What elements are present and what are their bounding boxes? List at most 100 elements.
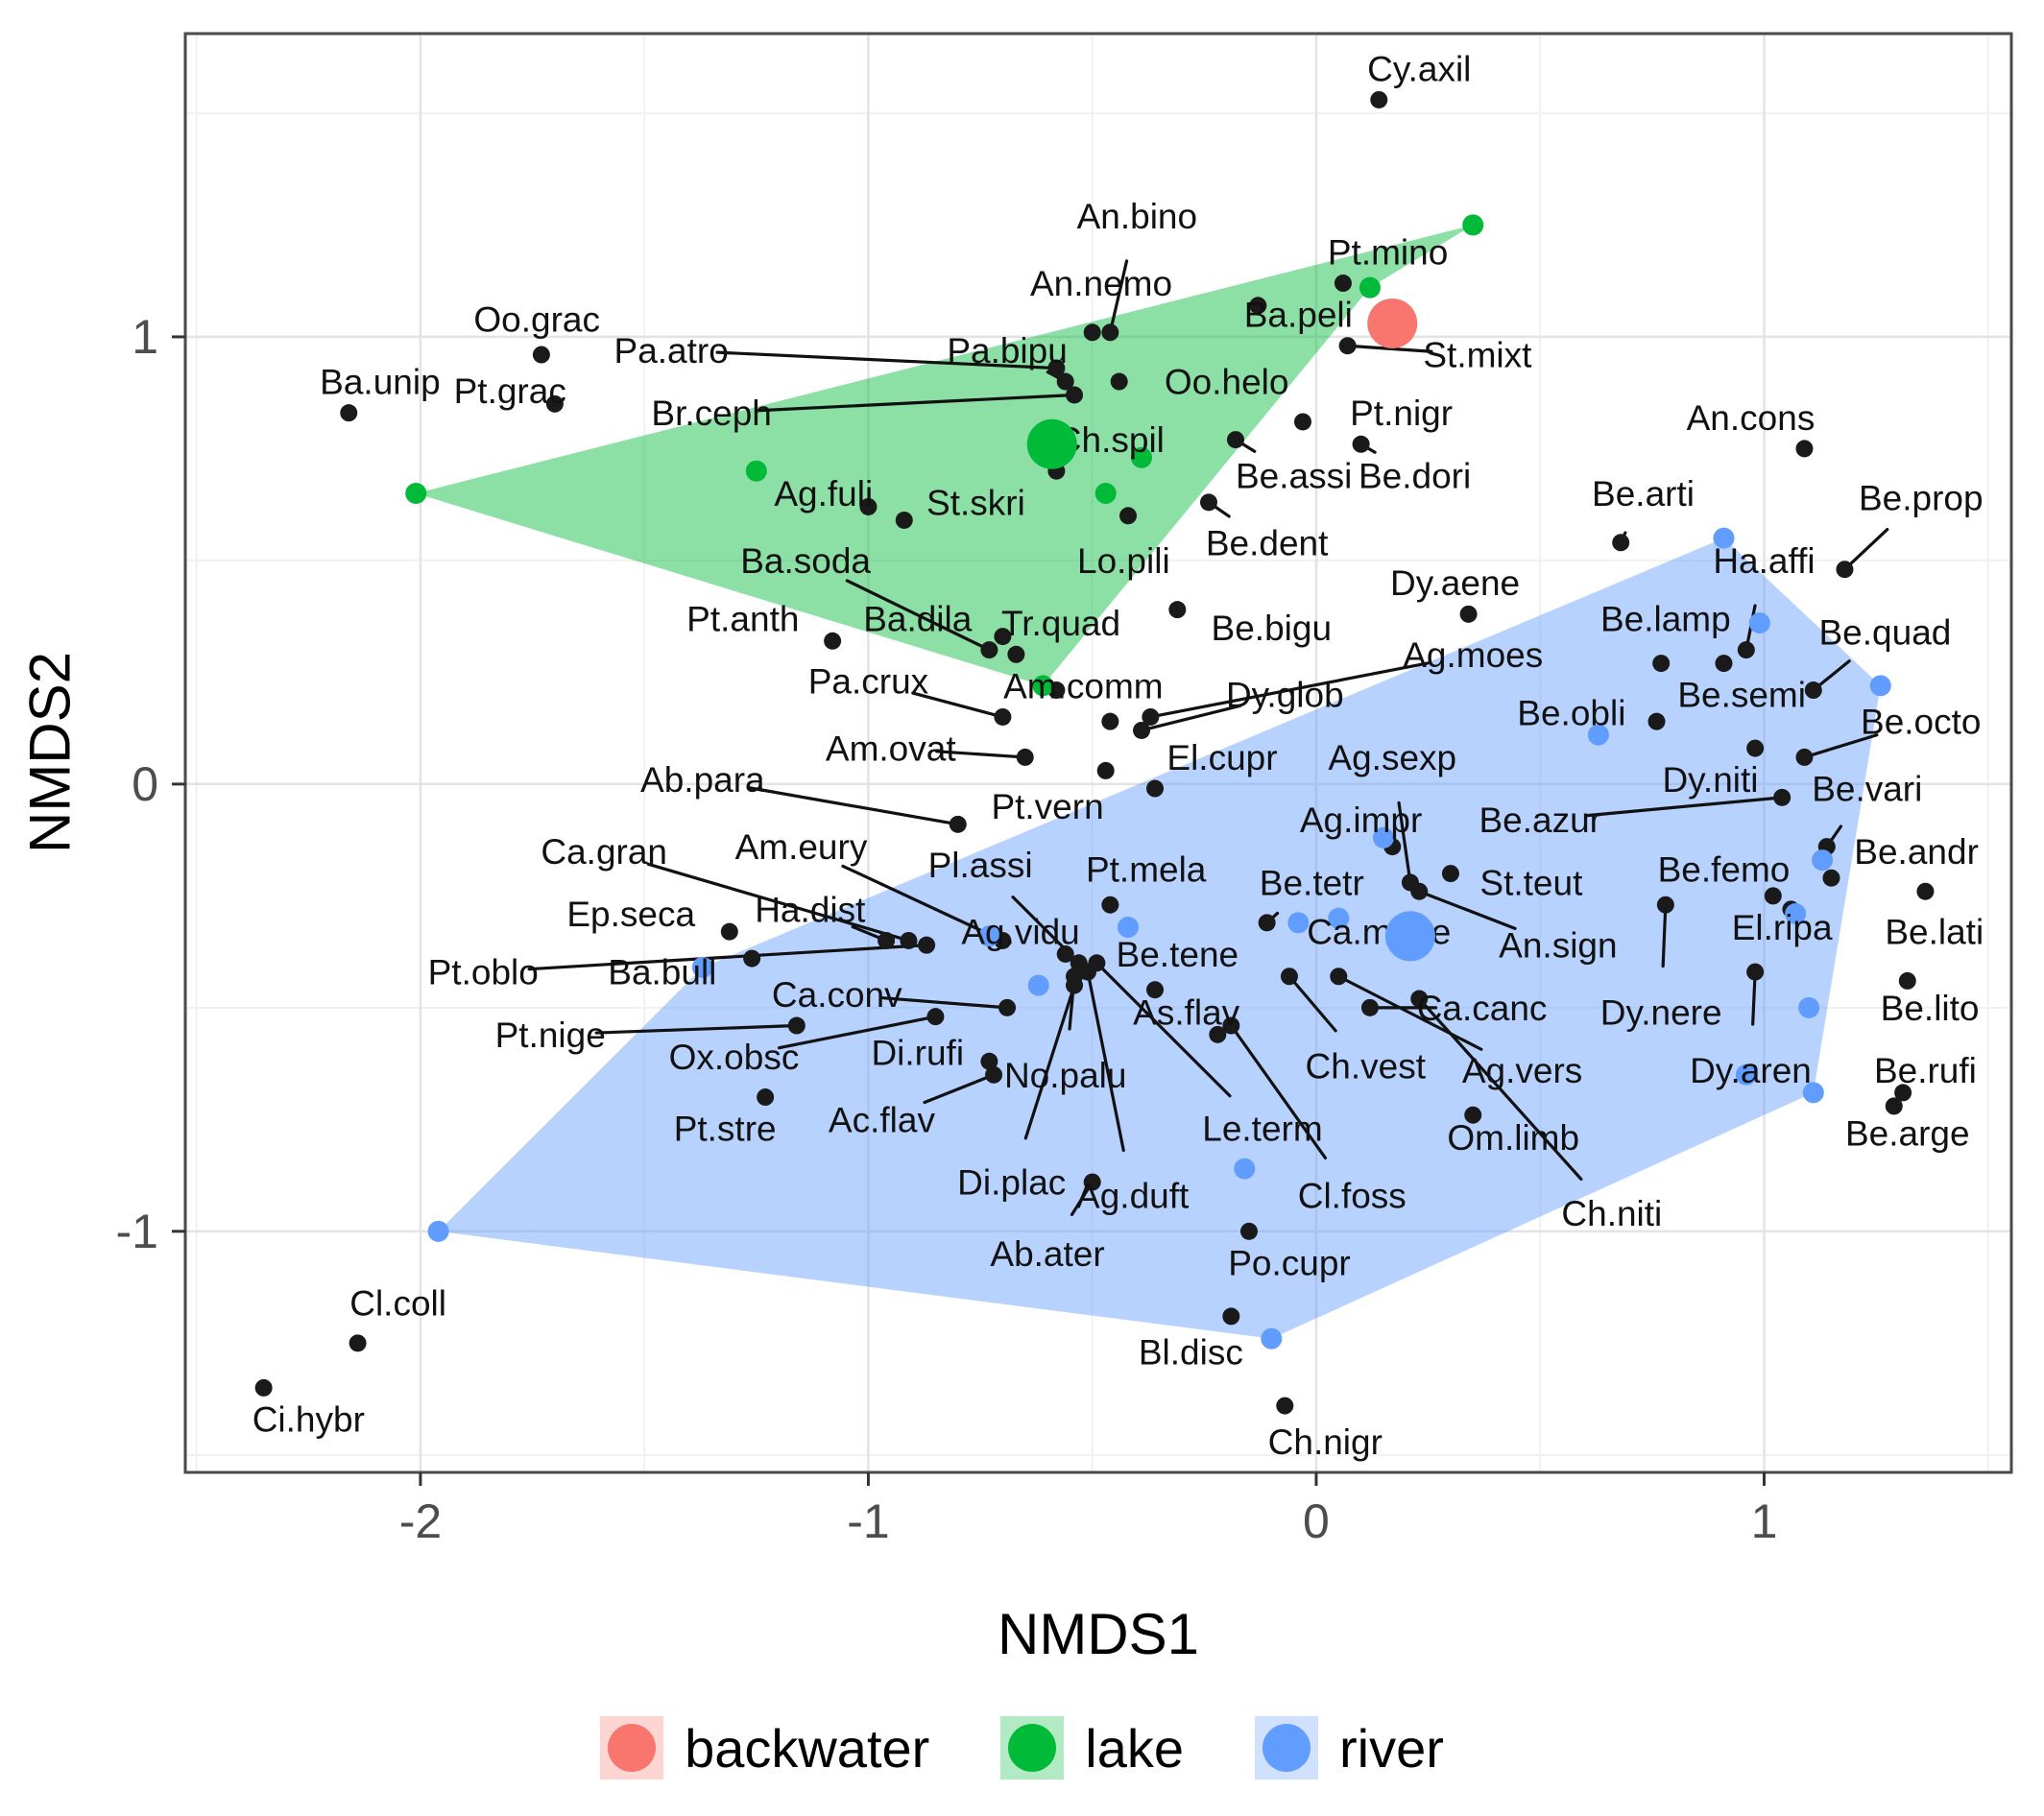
species-point — [545, 394, 564, 413]
species-point — [1441, 865, 1459, 883]
species-point — [340, 404, 358, 422]
label-leader-line — [1108, 259, 1129, 334]
species-point — [1101, 712, 1119, 730]
species-point — [1647, 712, 1666, 730]
species-label: Pt.vern — [991, 787, 1103, 826]
species-point — [994, 628, 1012, 646]
label-leader-line — [911, 691, 1004, 719]
species-label: Ox.obsc — [669, 1038, 800, 1077]
label-leader-line — [1346, 344, 1433, 353]
species-label: Pl.assi — [928, 846, 1033, 885]
species-point — [926, 1008, 945, 1026]
label-leader-line — [746, 785, 960, 826]
species-point — [1795, 748, 1814, 766]
species-point — [900, 931, 918, 949]
species-label: Ag.moes — [1403, 635, 1543, 675]
species-point — [1083, 323, 1101, 342]
x-tick-label: -1 — [847, 1494, 889, 1548]
species-point — [1276, 1397, 1294, 1415]
species-point — [1066, 386, 1084, 404]
y-tick-label: 1 — [132, 310, 158, 364]
river-site-point — [1748, 612, 1770, 634]
species-label: Lo.pili — [1077, 541, 1170, 581]
species-label: Ba.dila — [863, 599, 973, 638]
species-label: Dy.aene — [1390, 563, 1520, 603]
species-point — [1101, 323, 1119, 342]
river-site-point — [1234, 1158, 1256, 1180]
label-leader-line — [1140, 704, 1242, 732]
label-leader-line — [646, 862, 911, 943]
species-point — [1836, 561, 1854, 579]
species-label: Di.plac — [957, 1163, 1066, 1203]
species-point — [1168, 601, 1187, 619]
species-label: Pt.nigr — [1350, 394, 1453, 433]
river-site-point — [1735, 1063, 1757, 1086]
species-label: Pt.grac — [454, 371, 566, 411]
legend-label-river: river — [1339, 1717, 1444, 1779]
species-point — [1056, 944, 1074, 963]
label-leader-line — [1229, 1023, 1328, 1160]
species-point — [1293, 413, 1311, 431]
species-label: Ca.conv — [772, 975, 902, 1015]
species-label: Pt.nige — [495, 1016, 606, 1055]
lake-hull — [416, 225, 1474, 686]
label-leader-line — [1802, 733, 1879, 759]
species-point — [1334, 275, 1352, 293]
label-leader-line — [1417, 996, 1583, 1182]
species-point — [1146, 981, 1165, 999]
species-label: St.skri — [926, 483, 1025, 522]
label-leader-line — [841, 864, 1004, 943]
species-point — [743, 949, 761, 968]
species-label: Ba.soda — [740, 541, 871, 581]
species-label: Be.quad — [1819, 612, 1952, 652]
species-label: Ca.canc — [1417, 989, 1548, 1028]
species-label: Be.arge — [1845, 1113, 1970, 1153]
species-point — [1715, 655, 1733, 673]
species-point — [1096, 761, 1115, 779]
species-label: Be.andr — [1854, 832, 1979, 872]
species-point — [1894, 1084, 1912, 1102]
backwater-centroid-point — [1367, 298, 1418, 348]
river-site-point — [691, 956, 713, 978]
river-site-point — [1798, 996, 1820, 1018]
species-label: Be.tetr — [1260, 863, 1364, 902]
species-label: Ag.vers — [1462, 1051, 1582, 1090]
species-point — [1804, 681, 1822, 700]
lake-site-point — [745, 460, 767, 482]
river-key-swatch — [1255, 1716, 1319, 1780]
species-label: Pt.anth — [686, 599, 799, 638]
species-label: Dy.nere — [1600, 993, 1722, 1033]
species-label: Bl.disc — [1139, 1333, 1243, 1373]
species-point — [918, 936, 936, 954]
river-site-point — [1587, 724, 1609, 746]
species-point — [1737, 641, 1755, 659]
river-site-point — [1118, 916, 1140, 938]
species-point — [532, 346, 550, 364]
species-point — [1464, 1106, 1482, 1124]
legend-item-lake: lake — [1000, 1716, 1184, 1780]
species-label: Dy.glob — [1226, 676, 1344, 715]
label-leader-line — [1287, 974, 1337, 1033]
species-label: Am.ovat — [826, 729, 956, 769]
species-point — [1146, 779, 1165, 798]
species-point — [1056, 372, 1074, 391]
species-point — [1142, 707, 1160, 726]
river-site-point — [978, 925, 1000, 947]
species-label: Be.lito — [1881, 989, 1980, 1028]
legend-label-backwater: backwater — [685, 1717, 930, 1779]
label-leader-line — [935, 750, 1027, 759]
species-label: An.sign — [1499, 926, 1617, 966]
species-point — [1239, 1222, 1258, 1240]
species-label: Be.lati — [1885, 913, 1984, 952]
species-point — [980, 1052, 998, 1070]
x-tick-label: 0 — [1303, 1494, 1330, 1548]
river-site-point — [1261, 1327, 1283, 1350]
lake-dot-icon — [1008, 1724, 1057, 1772]
species-label: Cl.coll — [349, 1283, 446, 1323]
species-label: Cl.foss — [1298, 1177, 1407, 1216]
species-label: Be.femo — [1658, 849, 1791, 889]
label-leader-line — [881, 996, 1009, 1010]
species-point — [1338, 337, 1357, 355]
species-point — [349, 1334, 367, 1352]
